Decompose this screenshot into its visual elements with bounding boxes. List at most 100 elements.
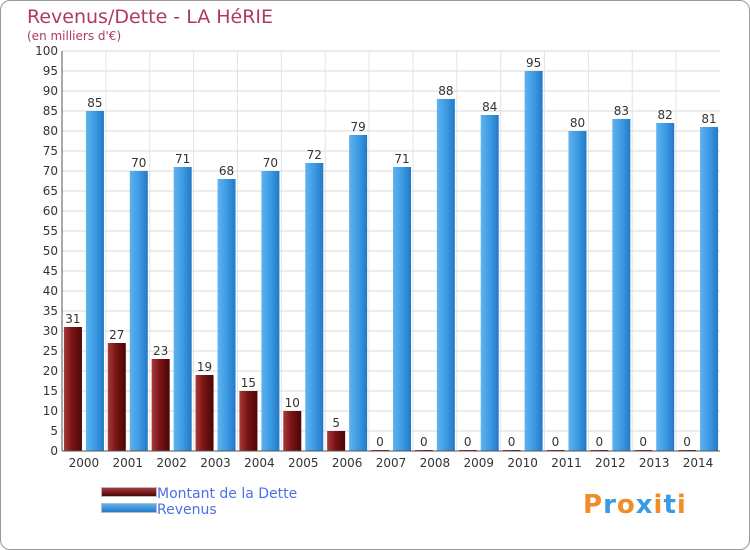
- y-tick-label: 80: [43, 124, 58, 138]
- y-axis-ticks: 0 5 10 15 20 25 30 35 40 45 50 55 60 65 70 75 80 85 90 95 10…: [35, 44, 58, 458]
- data-label-revenus-2012: 83: [614, 104, 629, 118]
- grid-lines: [62, 50, 720, 452]
- data-label-debt-2005: 10: [285, 396, 300, 410]
- data-label-debt-2004: 15: [241, 376, 256, 390]
- y-tick-label: 65: [43, 184, 58, 198]
- x-tick-label: 2012: [595, 456, 626, 470]
- bar-revenus-2012: [612, 119, 631, 451]
- data-label-debt-2013: 0: [639, 435, 647, 449]
- bar-debt-2005: [283, 411, 302, 451]
- data-label-revenus-2002: 71: [175, 152, 190, 166]
- logo-letter: x: [635, 490, 654, 520]
- proxiti-logo: Proxiti: [583, 490, 687, 520]
- y-tick-label: 5: [50, 424, 58, 438]
- data-label-debt-2007: 0: [376, 435, 384, 449]
- data-label-revenus-2003: 68: [219, 164, 234, 178]
- legend-label-debt: Montant de la Dette: [157, 486, 298, 502]
- x-tick-label: 2005: [288, 456, 319, 470]
- y-tick-label: 20: [43, 364, 58, 378]
- data-label-revenus-2005: 72: [307, 148, 322, 162]
- y-tick-label: 10: [43, 404, 58, 418]
- data-label-revenus-2010: 95: [526, 56, 541, 70]
- y-tick-label: 60: [43, 204, 58, 218]
- bar-revenus-2009: [480, 115, 499, 451]
- legend-swatch-revenus: [101, 503, 157, 513]
- data-label-debt-2014: 0: [683, 435, 691, 449]
- bar-revenus-2011: [568, 131, 587, 451]
- logo-letter: i: [676, 490, 687, 520]
- x-tick-label: 2011: [551, 456, 582, 470]
- x-tick-label: 2001: [113, 456, 144, 470]
- y-tick-label: 70: [43, 164, 58, 178]
- bar-debt-2006: [327, 431, 346, 451]
- y-tick-label: 85: [43, 104, 58, 118]
- x-tick-label: 2000: [69, 456, 100, 470]
- y-tick-label: 55: [43, 224, 58, 238]
- bar-debt-2004: [239, 391, 258, 451]
- y-tick-label: 15: [43, 384, 58, 398]
- data-label-revenus-2004: 70: [263, 156, 278, 170]
- bar-revenus-2000: [85, 111, 104, 451]
- x-tick-label: 2006: [332, 456, 363, 470]
- x-tick-label: 2003: [200, 456, 231, 470]
- data-label-revenus-2007: 71: [394, 152, 409, 166]
- data-label-debt-2012: 0: [596, 435, 604, 449]
- bar-revenus-2010: [524, 71, 543, 451]
- y-tick-label: 40: [43, 284, 58, 298]
- y-tick-label: 30: [43, 324, 58, 338]
- data-label-debt-2008: 0: [420, 435, 428, 449]
- data-label-revenus-2009: 84: [482, 100, 497, 114]
- logo-letter: r: [603, 490, 617, 520]
- data-label-revenus-2014: 81: [701, 112, 716, 126]
- data-label-revenus-2000: 85: [87, 96, 102, 110]
- bar-revenus-2008: [436, 99, 455, 451]
- bar-revenus-2004: [261, 171, 280, 451]
- bar-revenus-2013: [656, 123, 675, 451]
- x-tick-label: 2007: [376, 456, 407, 470]
- logo-letter: t: [663, 490, 677, 520]
- bar-revenus-2005: [305, 163, 324, 451]
- y-tick-label: 35: [43, 304, 58, 318]
- data-label-debt-2010: 0: [508, 435, 516, 449]
- x-tick-label: 2004: [244, 456, 275, 470]
- y-tick-label: 25: [43, 344, 58, 358]
- bars: [63, 71, 719, 451]
- data-labels: 31 85 27 70 23 71 19 68 15 70 10 72 5 79 0 71 0 88 0 84 0 95 0…: [65, 56, 716, 449]
- data-label-debt-2009: 0: [464, 435, 472, 449]
- y-tick-label: 75: [43, 144, 58, 158]
- x-axis-ticks: 2000 2001 2002 2003 2004 2005 2006 2007 2008 2009…: [69, 456, 714, 470]
- data-label-debt-2011: 0: [552, 435, 560, 449]
- y-tick-label: 95: [43, 64, 58, 78]
- y-tick-label: 0: [50, 444, 58, 458]
- data-label-debt-2002: 23: [153, 344, 168, 358]
- data-label-revenus-2001: 70: [131, 156, 146, 170]
- y-tick-label: 100: [35, 44, 58, 58]
- data-label-debt-2000: 31: [65, 312, 80, 326]
- data-label-debt-2006: 5: [332, 416, 340, 430]
- bar-debt-2003: [195, 375, 214, 451]
- x-tick-label: 2014: [683, 456, 714, 470]
- bar-revenus-2007: [393, 167, 411, 451]
- bar-revenus-2003: [217, 179, 236, 451]
- bar-debt-2002: [151, 359, 170, 451]
- legend-swatch-debt: [101, 487, 157, 497]
- chart-title: Revenus/Dette - LA HéRIE: [27, 6, 274, 28]
- bar-revenus-2014: [700, 127, 719, 451]
- x-tick-label: 2010: [507, 456, 538, 470]
- bar-debt-2001: [107, 343, 126, 451]
- logo-letter: o: [616, 490, 636, 520]
- x-tick-label: 2009: [463, 456, 494, 470]
- y-tick-label: 45: [43, 264, 58, 278]
- bar-debt-2000: [63, 327, 82, 451]
- chart-subtitle: (en milliers d'€): [27, 29, 122, 43]
- x-tick-label: 2008: [420, 456, 451, 470]
- data-label-revenus-2008: 88: [438, 84, 453, 98]
- data-label-debt-2003: 19: [197, 360, 212, 374]
- x-tick-label: 2013: [639, 456, 670, 470]
- data-label-revenus-2013: 82: [658, 108, 673, 122]
- x-tick-label: 2002: [156, 456, 187, 470]
- y-tick-label: 50: [43, 244, 58, 258]
- bar-revenus-2006: [349, 135, 368, 451]
